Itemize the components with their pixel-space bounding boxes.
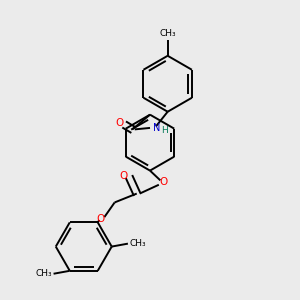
Text: O: O [116,118,124,128]
Text: N: N [153,123,160,133]
Text: CH₃: CH₃ [35,269,52,278]
Text: H: H [161,126,168,135]
Text: O: O [96,214,105,224]
Text: O: O [159,177,167,187]
Text: O: O [119,171,128,181]
Text: CH₃: CH₃ [129,239,146,248]
Text: CH₃: CH₃ [159,29,176,38]
